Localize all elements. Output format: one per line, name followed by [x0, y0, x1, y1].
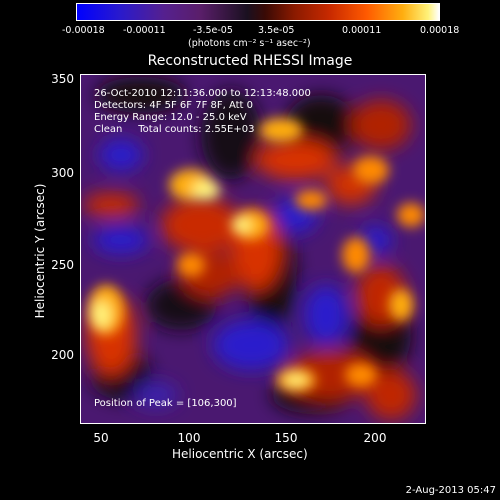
colorbar-tick: -0.00011 [123, 25, 166, 36]
y-axis-label: Heliocentric Y (arcsec) [33, 183, 47, 319]
y-tick: 200 [51, 348, 74, 362]
y-tick: 350 [51, 72, 74, 86]
footer-date: 2-Aug-2013 05:47 [405, 485, 496, 496]
y-tick: 300 [51, 166, 74, 180]
reconstructed-image [80, 74, 426, 424]
peak-annotation: Position of Peak = [106,300] [94, 398, 237, 409]
x-tick: 200 [363, 431, 387, 445]
colorbar-tick: 0.00018 [420, 25, 460, 36]
colorbar-tick: -3.5e-05 [193, 25, 233, 36]
x-tick: 50 [93, 431, 109, 445]
colorbar-tick: 3.5e-05 [258, 25, 295, 36]
colorbar-tick: 0.00011 [342, 25, 382, 36]
y-tick: 250 [51, 258, 74, 272]
detectors-annotation: Detectors: 4F 5F 6F 7F 8F, Att 0 [94, 100, 254, 111]
x-tick: 100 [177, 431, 201, 445]
colorbar-tick: -0.00018 [62, 25, 105, 36]
x-axis-label: Heliocentric X (arcsec) [172, 447, 308, 461]
time-range-annotation: 26-Oct-2010 12:11:36.000 to 12:13:48.000 [94, 88, 311, 99]
energy-annotation: Energy Range: 12.0 - 25.0 keV [94, 112, 247, 123]
method-annotation: Clean Total counts: 2.55E+03 [94, 124, 255, 135]
x-tick: 150 [274, 431, 298, 445]
colorbar [76, 3, 440, 21]
colorbar-units: (photons cm⁻² s⁻¹ asec⁻²) [188, 38, 311, 49]
plot-title: Reconstructed RHESSI Image [147, 53, 353, 69]
image-canvas [81, 75, 425, 423]
